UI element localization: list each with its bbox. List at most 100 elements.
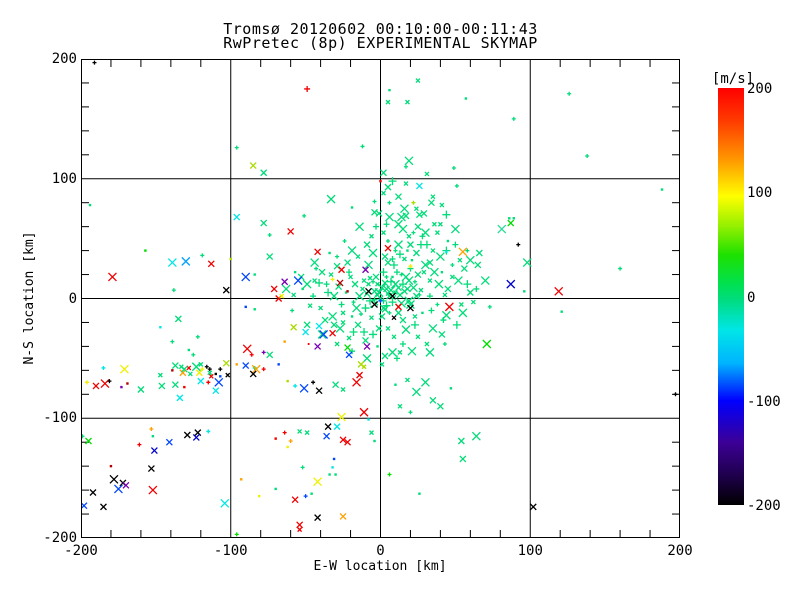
- data-point: [389, 292, 396, 300]
- data-point: [459, 455, 467, 463]
- data-point: [329, 329, 337, 337]
- data-point: [618, 266, 623, 271]
- data-point: [144, 249, 147, 252]
- data-point: [249, 370, 257, 378]
- data-point: [369, 330, 378, 339]
- data-point: [394, 383, 397, 386]
- data-point: [286, 379, 289, 383]
- data-point: [361, 364, 367, 370]
- data-point: [404, 377, 410, 383]
- data-point: [242, 362, 250, 370]
- data-point: [506, 279, 516, 289]
- data-point: [251, 364, 261, 374]
- y-tick-label: -100: [43, 410, 77, 427]
- data-point: [335, 283, 343, 290]
- data-point: [446, 239, 450, 243]
- data-point: [404, 156, 414, 166]
- data-point: [371, 301, 378, 308]
- data-point: [412, 292, 420, 300]
- data-point: [249, 162, 257, 170]
- data-point: [187, 348, 191, 352]
- data-point: [328, 473, 331, 476]
- data-point: [315, 278, 324, 287]
- data-point: [391, 334, 397, 340]
- data-point: [401, 325, 411, 335]
- data-point: [373, 223, 380, 230]
- data-point: [359, 407, 369, 417]
- data-point: [397, 349, 403, 355]
- data-point: [451, 165, 456, 170]
- data-point: [158, 382, 166, 390]
- data-point: [473, 285, 480, 292]
- data-point: [150, 447, 158, 455]
- data-point: [377, 283, 387, 293]
- plot-subtitle: RwPretec (8p) EXPERIMENTAL SKYMAP: [223, 34, 538, 52]
- data-point: [197, 377, 205, 385]
- data-point: [522, 258, 532, 268]
- data-point: [361, 278, 367, 283]
- data-point: [359, 312, 364, 317]
- data-point: [234, 532, 239, 537]
- data-point: [323, 281, 330, 288]
- data-point: [444, 285, 452, 293]
- data-point: [452, 241, 459, 248]
- data-point: [92, 60, 97, 65]
- y-tick-label: 100: [51, 170, 77, 187]
- data-point: [314, 342, 322, 350]
- data-point: [410, 320, 419, 329]
- data-point: [430, 248, 436, 254]
- data-point: [442, 210, 451, 219]
- data-point: [258, 494, 261, 498]
- data-point: [373, 439, 376, 443]
- data-point: [346, 269, 353, 276]
- data-point: [207, 260, 215, 268]
- data-point: [208, 373, 214, 379]
- data-point: [673, 392, 678, 397]
- data-point: [362, 266, 369, 274]
- data-point: [317, 329, 327, 339]
- data-point: [404, 99, 410, 105]
- data-point: [244, 305, 247, 309]
- data-point: [387, 200, 392, 205]
- data-point: [167, 258, 177, 268]
- data-point: [360, 328, 369, 337]
- data-point: [508, 217, 511, 220]
- data-point: [399, 341, 406, 348]
- data-point: [335, 323, 345, 333]
- data-point: [567, 91, 572, 96]
- data-point: [374, 288, 384, 297]
- data-point: [401, 287, 408, 295]
- data-point: [109, 474, 119, 484]
- data-point: [382, 301, 391, 310]
- data-point: [442, 292, 448, 298]
- colorbar-tick-label: 0: [747, 289, 756, 306]
- data-point: [333, 423, 341, 431]
- data-point: [375, 324, 383, 332]
- velocity-colorbar: [718, 88, 744, 505]
- data-point: [314, 266, 319, 271]
- data-point: [363, 342, 371, 350]
- data-point: [339, 436, 347, 444]
- data-point: [291, 496, 299, 504]
- data-point: [344, 438, 352, 446]
- data-point: [331, 466, 334, 469]
- data-point: [335, 254, 340, 259]
- data-point: [89, 489, 97, 496]
- data-point: [470, 299, 476, 305]
- data-point: [312, 278, 318, 283]
- data-point: [378, 313, 386, 320]
- data-point: [307, 343, 310, 346]
- data-point: [354, 321, 362, 329]
- data-point: [363, 241, 371, 249]
- data-point: [200, 253, 205, 258]
- data-point: [397, 403, 403, 409]
- y-tick-label: 0: [68, 290, 77, 307]
- data-point: [389, 255, 396, 262]
- data-point: [303, 321, 311, 329]
- data-point: [453, 276, 463, 285]
- data-point: [338, 266, 346, 274]
- data-point: [183, 431, 191, 439]
- data-point: [349, 328, 358, 337]
- data-point: [421, 311, 424, 315]
- data-point: [395, 303, 402, 311]
